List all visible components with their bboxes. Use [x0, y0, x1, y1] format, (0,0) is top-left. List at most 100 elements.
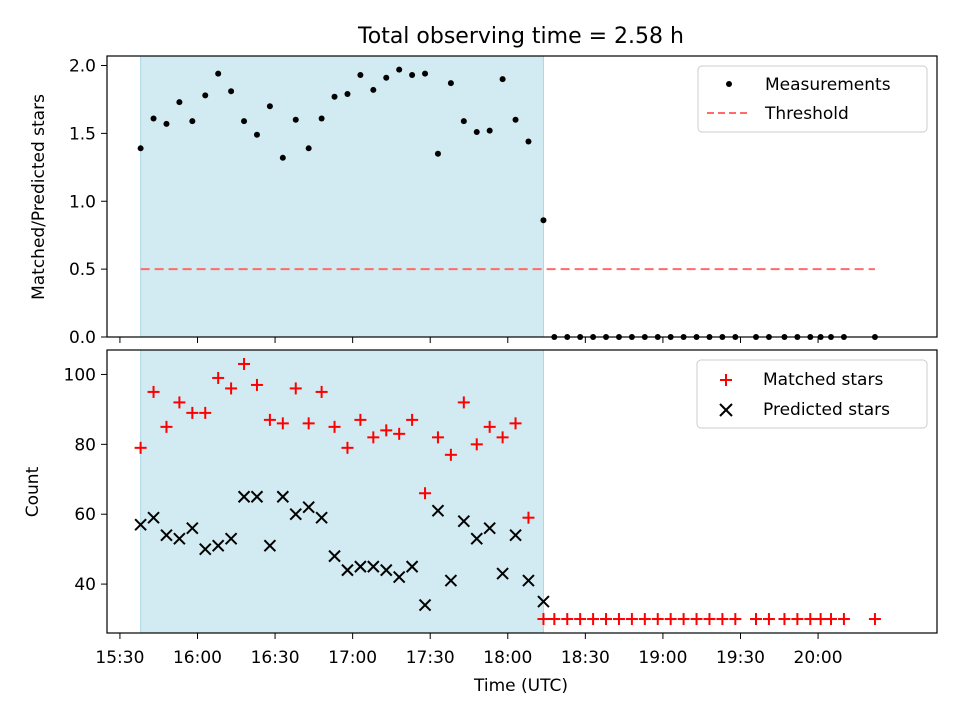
legend-measurements-marker: [726, 81, 732, 87]
predicted-point: [380, 563, 393, 577]
measurement-point: [370, 86, 377, 93]
bottom-xtick-label: 18:00: [483, 648, 532, 668]
chart-title: Total observing time = 2.58 h: [357, 24, 684, 49]
matched-point: [380, 424, 393, 437]
matched-point: [444, 448, 457, 461]
matched-point: [199, 406, 212, 419]
measurement-point: [137, 145, 144, 152]
measurement-point: [525, 138, 532, 145]
matched-point: [431, 431, 444, 444]
predicted-point: [160, 528, 173, 542]
bottom-ytick-label: 40: [74, 575, 96, 595]
predicted-point: [431, 504, 445, 517]
measurement-point: [396, 66, 403, 73]
matched-point: [729, 613, 742, 626]
bottom-ytick-label: 60: [74, 505, 96, 525]
measurement-point: [473, 129, 480, 136]
measurement-point: [499, 76, 506, 83]
measurement-point: [176, 99, 183, 106]
matched-point: [574, 613, 587, 626]
predicted-point: [211, 539, 225, 552]
matched-point: [804, 613, 817, 626]
matched-point: [690, 613, 703, 626]
matched-point: [868, 613, 881, 626]
bottom-xtick-label: 17:30: [406, 648, 455, 668]
predicted-point: [444, 574, 458, 587]
measurement-point: [253, 131, 260, 138]
matched-point: [367, 431, 380, 444]
matched-point: [263, 413, 276, 426]
predicted-point: [483, 521, 496, 535]
measurement-point: [150, 115, 157, 122]
matched-point: [814, 613, 827, 626]
measurement-point: [163, 120, 170, 127]
matched-point: [212, 371, 225, 384]
predicted-point: [186, 521, 199, 535]
legend-measurements-label: Measurements: [765, 75, 891, 95]
top-ylabel: Matched/Predicted stars: [29, 94, 49, 300]
matched-point: [600, 613, 613, 626]
bottom-panel: 40 60 80 100 15:30 16:00 16:30 17:00 17:30 18:00 1…: [23, 349, 938, 696]
matched-point: [638, 613, 651, 626]
matched-point: [778, 613, 791, 626]
matched-point: [612, 613, 625, 626]
predicted-point: [199, 542, 212, 556]
measurement-point: [292, 116, 299, 123]
matched-point: [354, 413, 367, 426]
legend-threshold-label: Threshold: [764, 104, 849, 124]
measurement-point: [202, 92, 209, 99]
predicted-point: [537, 595, 550, 608]
measurement-point: [228, 88, 235, 95]
measurement-point: [409, 72, 416, 79]
matched-point: [561, 613, 574, 626]
legend-matched-label: Matched stars: [763, 370, 883, 390]
measurement-point: [422, 70, 429, 77]
predicted-point: [134, 518, 147, 531]
bottom-xtick-label: 16:00: [173, 648, 222, 668]
predicted-point: [315, 511, 328, 524]
top-legend-box: [697, 65, 928, 133]
measurement-point: [357, 72, 364, 79]
predicted-point: [224, 532, 238, 545]
measurement-point: [241, 118, 248, 125]
measurement-point: [447, 80, 454, 87]
top-ytick-label: 1.0: [69, 192, 96, 212]
measurement-point: [486, 127, 493, 134]
matched-point: [677, 613, 690, 626]
predicted-point: [367, 560, 380, 573]
matched-point: [225, 382, 238, 395]
measurement-point: [460, 118, 467, 125]
predicted-point: [250, 490, 264, 503]
predicted-point: [522, 574, 535, 587]
matched-point: [186, 406, 199, 419]
measurement-point: [215, 70, 222, 77]
bottom-xtick-label: 19:30: [716, 648, 765, 668]
predicted-point: [341, 563, 354, 577]
measurement-point: [318, 115, 325, 122]
matched-point: [824, 613, 837, 626]
predicted-point: [496, 567, 509, 580]
predicted-point: [328, 549, 341, 563]
matched-point: [341, 441, 354, 454]
measurement-point: [266, 103, 273, 110]
matched-point: [837, 613, 850, 626]
predicted-point: [289, 508, 302, 521]
matched-point: [289, 382, 302, 395]
measurement-point: [540, 217, 547, 224]
measurement-point: [344, 91, 351, 98]
bottom-xtick-label: 16:30: [251, 648, 300, 668]
top-ytick-label: 2.0: [69, 57, 96, 77]
matched-point: [457, 396, 470, 409]
matched-point: [134, 441, 147, 454]
matched-point: [703, 613, 716, 626]
matched-point: [537, 613, 550, 626]
predicted-point: [470, 532, 483, 545]
matched-point: [173, 396, 186, 409]
bottom-legend: Matched stars Predicted stars: [696, 359, 928, 429]
top-ytick-label: 1.5: [69, 124, 96, 144]
measurement-point: [189, 118, 196, 125]
predicted-point: [509, 528, 522, 542]
matched-point: [664, 613, 677, 626]
top-ytick-label: 0.5: [69, 260, 96, 280]
